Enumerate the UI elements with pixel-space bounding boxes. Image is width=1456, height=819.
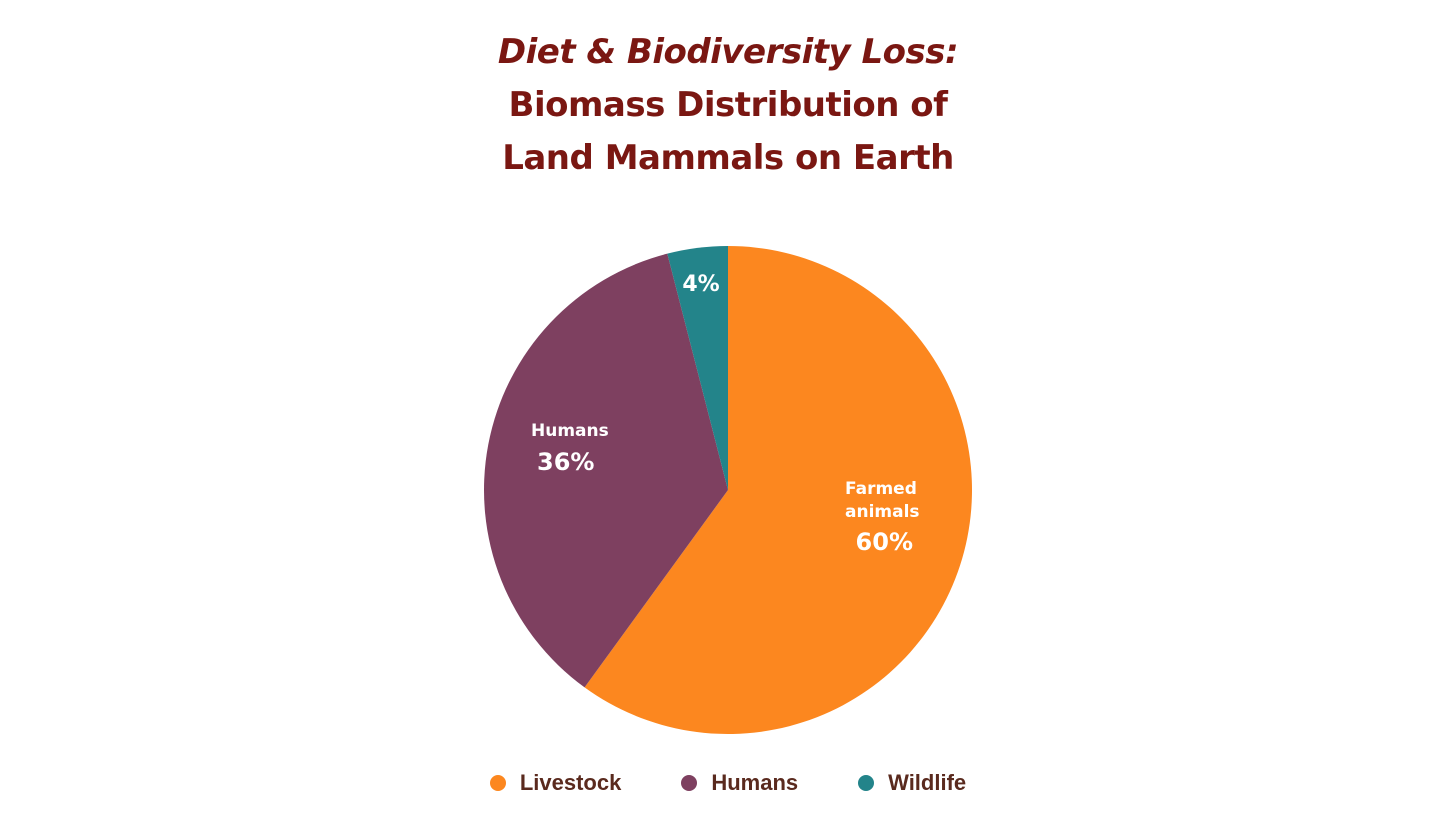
slice-label-livestock-line1: Farmed [845, 479, 917, 499]
slice-label-humans: Humans [531, 421, 609, 441]
pie-slice-humans [483, 253, 728, 688]
chart-title: Diet & Biodiversity Loss: Biomass Distri… [0, 26, 1456, 185]
slice-label-wildlife-line1: Wild animals [667, 198, 790, 218]
legend: Livestock Humans Wildlife [0, 770, 1456, 796]
legend-item-humans: Humans [681, 770, 798, 796]
slice-value-humans: 36% [537, 448, 594, 476]
legend-swatch-livestock [489, 775, 506, 791]
legend-label-livestock: Livestock [519, 770, 622, 795]
slice-label-wildlife-line2: left on earth [667, 221, 787, 241]
slice-label-livestock-line2: animals [845, 502, 920, 522]
legend-swatch-humans [681, 775, 698, 791]
pie-slice-livestock [584, 246, 972, 734]
title-line-2: Biomass Distribution of [508, 85, 948, 125]
legend-item-wildlife: Wildlife [858, 770, 966, 796]
legend-label-humans: Humans [711, 770, 799, 795]
title-line-1: Diet & Biodiversity Loss: [497, 32, 959, 72]
pie-slice-wildlife [667, 246, 728, 490]
slice-value-wildlife: 4% [682, 272, 719, 297]
slice-value-livestock: 60% [856, 528, 913, 556]
legend-item-livestock: Livestock [489, 770, 622, 796]
title-line-3: Land Mammals on Earth [502, 138, 954, 178]
legend-label-wildlife: Wildlife [888, 770, 967, 795]
legend-swatch-wildlife [858, 775, 875, 791]
